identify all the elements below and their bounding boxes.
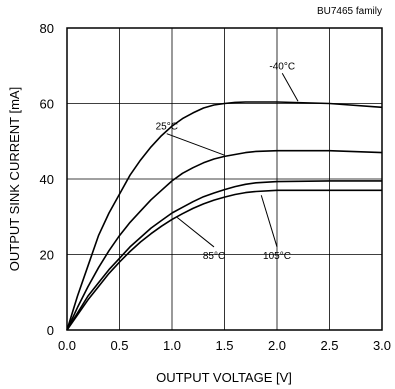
series-line <box>66 189 382 331</box>
series-line <box>66 149 383 331</box>
series-line <box>66 101 383 331</box>
grid <box>67 28 382 330</box>
x-tick-label: 2.5 <box>320 338 338 353</box>
y-tick-label: 40 <box>40 172 54 187</box>
tick-labels: 0.0 0.5 1.0 1.5 2.0 2.5 3.0 0 20 40 60 80 <box>40 21 392 353</box>
x-tick-label: 1.5 <box>215 338 233 353</box>
x-tick-label: 0.0 <box>58 338 76 353</box>
annotation-leader <box>260 195 278 248</box>
series-lines <box>66 101 383 331</box>
y-tick-label: 0 <box>47 323 54 338</box>
series-line <box>66 180 382 331</box>
annotations: -40°C 25°C 85°C 105°C <box>156 61 299 262</box>
y-tick-label: 20 <box>40 248 54 263</box>
y-tick-label: 80 <box>40 21 54 36</box>
y-axis-label: OUTPUT SINK CURRENT [mA] <box>7 87 22 271</box>
series-label: 85°C <box>203 251 225 262</box>
family-label: BU7465 family <box>317 6 382 17</box>
annotation-leader <box>176 217 215 248</box>
plot-frame <box>66 27 383 331</box>
series-label: 25°C <box>156 122 178 133</box>
y-tick-label: 60 <box>40 97 54 112</box>
series-label: 105°C <box>263 251 291 262</box>
x-tick-label: 2.0 <box>268 338 286 353</box>
series-label: -40°C <box>269 61 295 72</box>
x-axis-label: OUTPUT VOLTAGE [V] <box>156 370 292 385</box>
x-tick-label: 0.5 <box>110 338 128 353</box>
x-tick-label: 3.0 <box>373 338 391 353</box>
x-tick-label: 1.0 <box>163 338 181 353</box>
annotation-leader <box>281 73 299 102</box>
annotation-leader <box>166 133 225 156</box>
